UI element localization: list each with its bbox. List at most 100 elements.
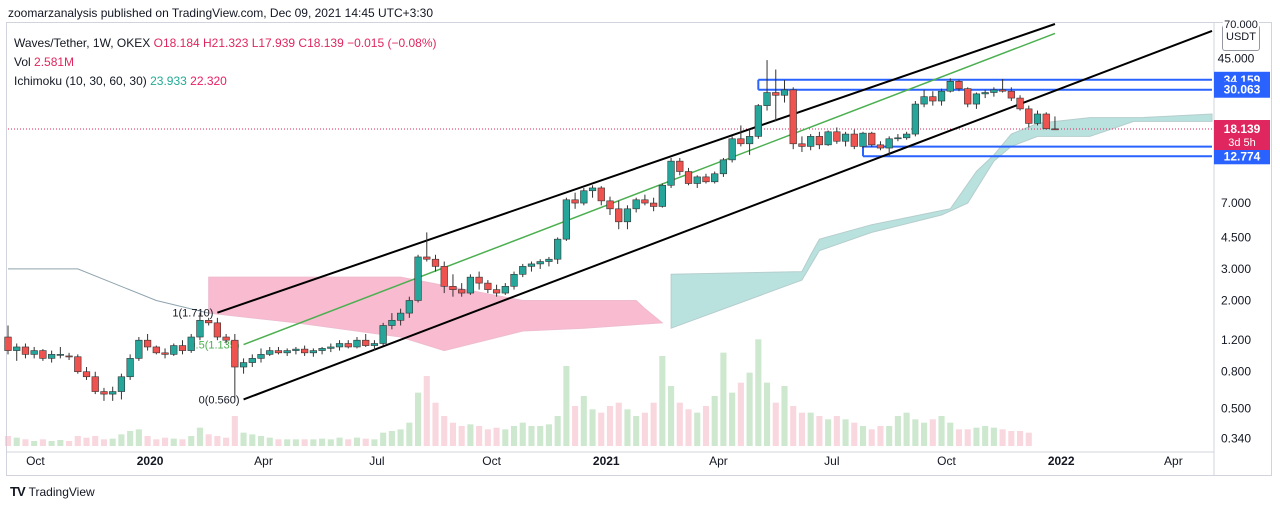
candle-body [850, 133, 858, 147]
legend-ichimoku-value-2: 22.320 [190, 74, 227, 88]
candle-body [711, 173, 719, 183]
volume-bar [973, 427, 980, 446]
legend-symbol: Waves/Tether, 1W, OKEX [14, 36, 151, 50]
candle-body [911, 103, 919, 135]
candle-body [13, 346, 21, 351]
volume-bar [188, 436, 195, 446]
volume-bar [955, 429, 963, 446]
candle-body [1016, 97, 1024, 110]
candle-body [222, 336, 230, 341]
candle-body [396, 312, 405, 321]
legend-ichimoku-label: Ichimoku (10, 30, 60, 30) [14, 74, 147, 88]
volume-bar [476, 426, 483, 446]
volume-bar [13, 437, 20, 446]
volume-bar [807, 412, 814, 446]
volume-bar [676, 402, 683, 446]
candle-body [841, 133, 850, 142]
x-tick-label: Oct [482, 454, 501, 468]
volume-bar [938, 416, 945, 446]
candle-body [859, 132, 867, 147]
level-badge-label: 12.774 [1224, 149, 1261, 163]
volume-bar [345, 439, 352, 446]
candle-body [597, 187, 605, 202]
level-badge [1214, 81, 1270, 98]
volume-bar [746, 372, 753, 446]
volume-bar [319, 438, 326, 446]
legend-ohlc: O18.184 H21.323 L17.939 C18.139 −0.015 (… [153, 36, 437, 50]
candle-body [981, 92, 989, 95]
legend-volume-row[interactable]: Vol 2.581M [14, 53, 437, 72]
channel-mid-line [243, 32, 1056, 346]
axis-unit: USDT [1226, 31, 1256, 43]
candle-body [327, 346, 335, 349]
candle-body [484, 282, 492, 290]
candle-body [74, 356, 82, 373]
candle-body [161, 352, 169, 355]
candle-body [82, 371, 91, 378]
volume-bar [711, 396, 718, 446]
volume-bar [327, 439, 334, 446]
volume-bar [353, 437, 361, 446]
volume-bar [781, 386, 788, 446]
volume-bar [214, 436, 221, 446]
candle-body [205, 319, 213, 324]
volume-bar [572, 406, 579, 446]
candle-body [4, 336, 12, 351]
y-tick-label: 45.000 [1218, 51, 1255, 65]
volume-bar [720, 352, 727, 446]
candle-body [423, 256, 431, 260]
candle-body [571, 199, 579, 204]
legend-ichimoku-row[interactable]: Ichimoku (10, 30, 60, 30) 23.933 22.320 [14, 72, 437, 91]
y-tick-label: 0.800 [1221, 365, 1251, 379]
candle-body [344, 343, 352, 348]
candle-body [257, 354, 265, 359]
chart-frame[interactable] [6, 22, 1272, 476]
volume-bar [310, 439, 317, 446]
volume-bar [510, 426, 518, 446]
volume-bar [737, 382, 744, 446]
last-price-badge [1214, 120, 1270, 151]
candle-body [920, 96, 928, 105]
volume-bar [170, 438, 177, 446]
volume-bar [641, 412, 648, 446]
candle-body [117, 376, 126, 392]
volume-bar [868, 429, 875, 446]
volume-bar [833, 416, 840, 446]
candle-body [1025, 108, 1033, 124]
volume-bar [196, 427, 203, 446]
legend-symbol-row[interactable]: Waves/Tether, 1W, OKEX O18.184 H21.323 L… [14, 34, 437, 53]
volume-bar [441, 416, 448, 446]
volume-bar [397, 429, 404, 446]
volume-bar [624, 409, 631, 446]
candle-body [109, 391, 117, 395]
candle-body [554, 238, 562, 260]
volume-bar [877, 426, 884, 446]
volume-bar [484, 429, 491, 446]
candle-body [745, 136, 754, 145]
x-tick-label: Apr [1164, 454, 1183, 468]
fib-label: 0(0.560) [199, 394, 240, 406]
candle-body [527, 263, 536, 267]
x-tick-label: Oct [937, 454, 956, 468]
volume-bar [1008, 431, 1015, 446]
candle-body [615, 208, 623, 223]
candle-body [100, 391, 108, 395]
candle-body [187, 336, 195, 351]
axis-unit-box[interactable]: 70.000 USDT [1222, 19, 1260, 51]
candle-body [632, 199, 640, 210]
candle-body [606, 200, 614, 210]
candle-body [248, 358, 256, 363]
channel-lower-line [243, 30, 1213, 401]
volume-bar [48, 441, 55, 446]
candle-body [39, 350, 47, 359]
volume-bar [31, 441, 38, 446]
tradingview-brand[interactable]: TV TradingView [10, 484, 95, 499]
candle-body [414, 256, 422, 301]
x-tick-label: Apr [709, 454, 728, 468]
volume-bar [816, 416, 823, 446]
candle-body [815, 136, 824, 146]
candle-body [335, 343, 344, 348]
candle-body [21, 346, 30, 355]
tradingview-name: TradingView [28, 484, 95, 499]
